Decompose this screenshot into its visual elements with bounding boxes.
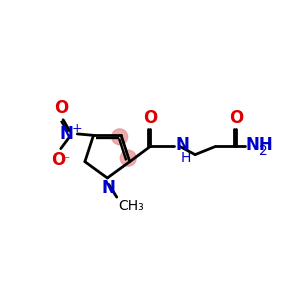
Text: 2: 2: [259, 143, 268, 158]
Text: O: O: [51, 151, 65, 169]
Text: CH₃: CH₃: [118, 199, 144, 213]
Text: NH: NH: [245, 136, 273, 154]
Circle shape: [112, 129, 127, 145]
Text: N: N: [102, 179, 116, 197]
Text: N: N: [176, 136, 190, 154]
Text: +: +: [72, 122, 82, 135]
Circle shape: [120, 150, 136, 166]
Text: H: H: [181, 151, 191, 165]
Text: O: O: [143, 109, 158, 127]
Text: ⁻: ⁻: [62, 154, 70, 169]
Text: N: N: [60, 125, 74, 143]
Text: O: O: [229, 109, 243, 127]
Text: O: O: [54, 99, 68, 117]
